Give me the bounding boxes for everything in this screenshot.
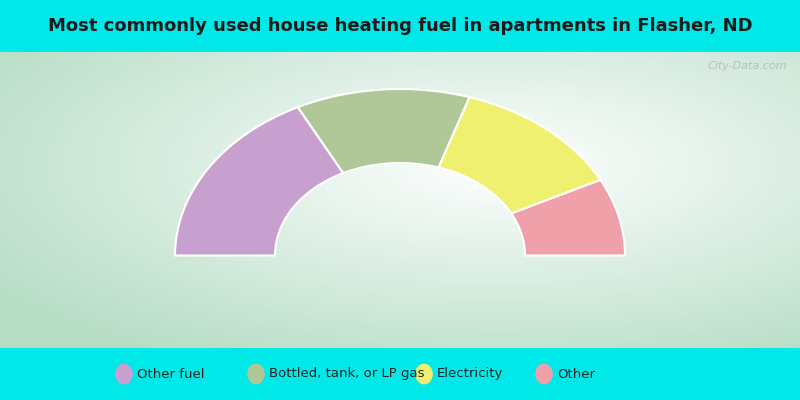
Wedge shape	[438, 97, 601, 214]
Text: Electricity: Electricity	[437, 368, 503, 380]
Text: Bottled, tank, or LP gas: Bottled, tank, or LP gas	[269, 368, 424, 380]
Text: Other fuel: Other fuel	[137, 368, 204, 380]
Wedge shape	[511, 180, 625, 256]
Ellipse shape	[247, 364, 265, 384]
Text: Most commonly used house heating fuel in apartments in Flasher, ND: Most commonly used house heating fuel in…	[48, 17, 752, 35]
Ellipse shape	[415, 364, 433, 384]
Wedge shape	[298, 89, 470, 173]
Ellipse shape	[115, 364, 133, 384]
Ellipse shape	[535, 364, 553, 384]
Text: City-Data.com: City-Data.com	[708, 61, 787, 71]
Text: Other: Other	[557, 368, 595, 380]
Wedge shape	[175, 107, 343, 256]
